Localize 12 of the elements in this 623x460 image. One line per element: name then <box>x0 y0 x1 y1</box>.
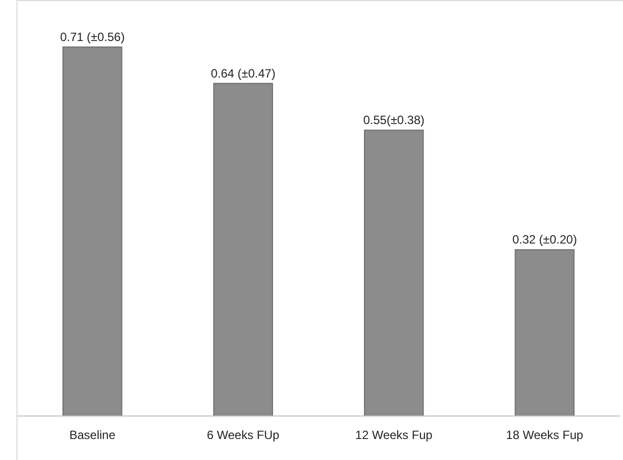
data-label: 0.32 (±0.20) <box>512 232 577 247</box>
bar <box>213 82 274 416</box>
x-tick-label: 6 Weeks FUp <box>206 428 280 442</box>
bar <box>62 46 122 416</box>
x-tick-label: 12 Weeks Fup <box>355 428 433 442</box>
data-label: 0.64 (±0.47) <box>210 66 276 80</box>
bar <box>364 130 424 416</box>
data-label: 0.55(±0.38) <box>363 113 425 128</box>
x-tick-label: 18 Weeks Fup <box>506 428 584 442</box>
x-tick-label: Baseline <box>69 428 116 442</box>
data-label: 0.71 (±0.56) <box>60 30 125 44</box>
bar <box>514 249 575 416</box>
